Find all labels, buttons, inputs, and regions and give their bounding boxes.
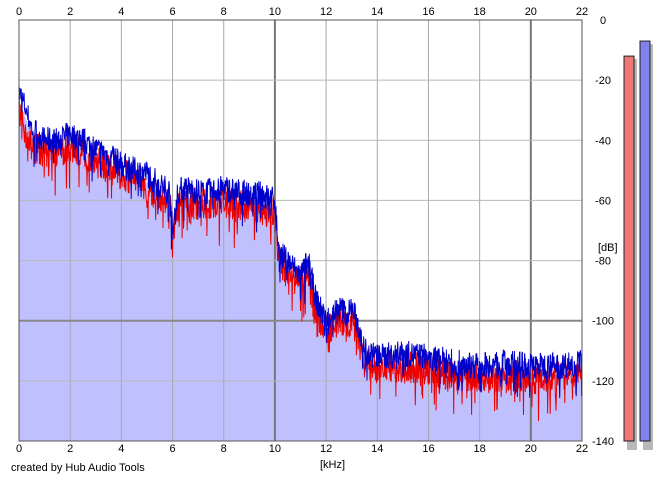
x-tick-label-bottom: 12 [320, 443, 332, 455]
spectrum-area [19, 101, 582, 441]
x-tick-label-bottom: 16 [422, 443, 434, 455]
x-tick-label-bottom: 6 [169, 443, 175, 455]
spectrum-fill [19, 101, 582, 441]
level-meters [623, 40, 653, 451]
y-tick-label: -20 [595, 75, 611, 87]
plot-border [18, 19, 583, 442]
x-tick-label-bottom: 20 [525, 443, 537, 455]
x-tick-label-top: 10 [269, 6, 281, 18]
level-meter-bar [623, 55, 635, 442]
x-tick-label-bottom: 14 [371, 443, 383, 455]
y-axis-label: [dB] [598, 242, 618, 254]
x-tick-label-top: 14 [371, 6, 383, 18]
x-tick-label-top: 16 [422, 6, 434, 18]
y-tick-label: -60 [595, 195, 611, 207]
x-tick-label-top: 6 [169, 6, 175, 18]
x-tick-label-bottom: 4 [118, 443, 124, 455]
plot-frame [18, 19, 583, 442]
x-tick-label-top: 2 [67, 6, 73, 18]
x-tick-label-bottom: 2 [67, 443, 73, 455]
x-tick-label-bottom: 22 [576, 443, 588, 455]
x-tick-label-top: 0 [16, 6, 22, 18]
x-tick-label-top: 4 [118, 6, 124, 18]
x-axis-label: [kHz] [320, 459, 345, 471]
x-tick-label-bottom: 10 [269, 443, 281, 455]
axis-ticks: 002244668810101212141416161818202022220-… [16, 6, 614, 455]
level-meter-bar [639, 40, 651, 442]
spectrum-traces [18, 87, 583, 422]
y-tick-label: -140 [592, 436, 614, 448]
y-tick-label: -100 [592, 316, 614, 328]
y-tick-label: -80 [595, 256, 611, 268]
x-tick-label-bottom: 8 [221, 443, 227, 455]
series-line-blue [18, 87, 583, 399]
x-tick-label-top: 20 [525, 6, 537, 18]
credit-text: created by Hub Audio Tools [11, 462, 145, 474]
x-tick-label-top: 18 [474, 6, 486, 18]
y-tick-label: 0 [600, 15, 606, 27]
x-tick-label-top: 8 [221, 6, 227, 18]
y-tick-label: -120 [592, 376, 614, 388]
x-tick-label-top: 22 [576, 6, 588, 18]
y-tick-label: -40 [595, 135, 611, 147]
x-tick-label-top: 12 [320, 6, 332, 18]
series-line-red [18, 101, 583, 422]
x-tick-label-bottom: 0 [16, 443, 22, 455]
x-tick-label-bottom: 18 [474, 443, 486, 455]
